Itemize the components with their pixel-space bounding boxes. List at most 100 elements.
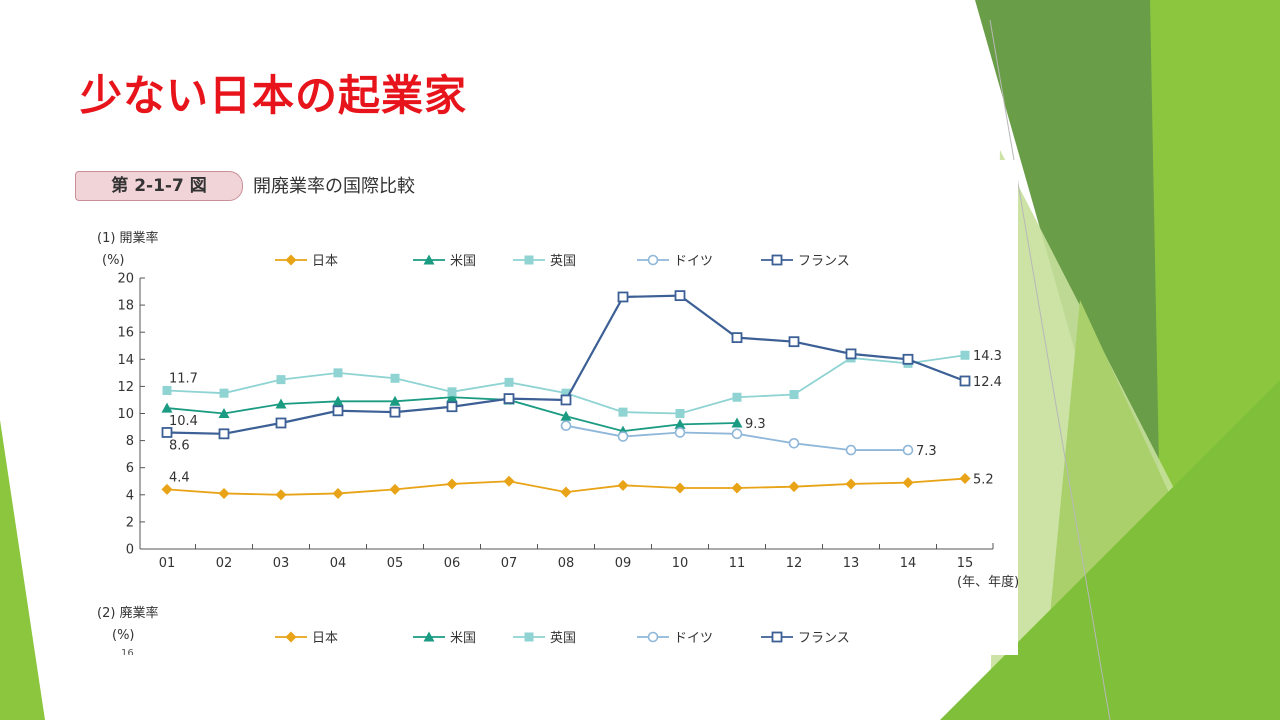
legend-marker-france [771, 254, 783, 266]
data-point-uk [504, 377, 514, 387]
data-point-usa [674, 418, 686, 429]
data-point-usa [389, 395, 401, 406]
data-label-japan: 5.2 [973, 473, 994, 488]
data-point-france [788, 336, 800, 348]
chart2-y-unit: (%) [112, 628, 135, 643]
data-point-germany [617, 431, 629, 442]
data-label-usa: 9.3 [745, 417, 766, 432]
legend-label-france: フランス [798, 631, 850, 646]
data-point-uk [219, 388, 229, 398]
figure-panel: 第 2-1-7 図 開廃業率の国際比較 (1) 開業率 (%) 0 2 4 6 8 10 1… [75, 160, 1018, 655]
data-point-japan [674, 482, 686, 494]
figure-title: 開廃業率の国際比較 [253, 176, 415, 197]
y-tick-label: 8 [126, 434, 134, 449]
figure-number-badge: 第 2-1-7 図 [75, 171, 243, 201]
data-point-japan [902, 477, 914, 489]
y-tick-label: 14 [117, 353, 134, 368]
data-point-france [959, 375, 971, 387]
legend-marker-usa [423, 254, 435, 265]
legend-label-japan: 日本 [312, 254, 338, 269]
data-point-uk [390, 373, 400, 383]
data-point-france [902, 353, 914, 365]
data-point-uk [447, 387, 457, 397]
legend-label-usa: 米国 [450, 631, 476, 646]
x-tick-label: 13 [843, 556, 860, 571]
data-point-germany [731, 428, 743, 440]
y-tick-label: 2 [126, 515, 134, 530]
data-point-japan [446, 478, 458, 490]
deco-triangle-left [0, 420, 45, 720]
y-tick-label: 16 [117, 326, 134, 341]
y-tick-label: 12 [117, 380, 134, 395]
data-point-germany [560, 420, 572, 431]
data-point-japan [503, 475, 515, 487]
data-point-usa [275, 398, 287, 409]
x-tick-label: 10 [672, 556, 689, 571]
data-point-japan [218, 487, 230, 499]
data-label-france: 12.4 [973, 375, 1002, 390]
deco-triangle-bottom [940, 380, 1280, 720]
data-point-japan [275, 489, 287, 501]
data-point-uk [732, 392, 742, 402]
legend-marker-germany [647, 631, 659, 643]
data-point-japan [617, 479, 629, 491]
legend-label-usa: 米国 [450, 254, 476, 269]
legend-label-germany: ドイツ [674, 631, 713, 646]
data-point-usa [731, 417, 743, 428]
data-label-usa: 10.4 [169, 414, 198, 429]
x-axis-unit: (年、年度) [957, 574, 1018, 590]
data-point-france [503, 393, 515, 404]
chart1-y-unit: (%) [102, 253, 125, 268]
data-point-germany [845, 444, 857, 456]
x-tick-label: 09 [615, 556, 632, 571]
data-point-usa [446, 391, 458, 402]
y-tick-label: 6 [126, 461, 134, 476]
legend-label-uk: 英国 [550, 254, 576, 269]
data-point-japan [332, 487, 344, 499]
data-point-japan [389, 483, 401, 495]
x-tick-label: 02 [216, 556, 233, 571]
data-point-france [560, 394, 572, 406]
data-point-uk [789, 390, 799, 400]
legend-marker-uk [524, 632, 534, 642]
legend-label-uk: 英国 [550, 631, 576, 646]
slide-title: 少ない日本の起業家 [80, 71, 468, 120]
legend-label-france: フランス [798, 254, 850, 269]
data-point-france [389, 406, 401, 418]
data-point-france [731, 332, 743, 344]
data-point-germany [902, 444, 914, 456]
data-point-uk [162, 385, 172, 395]
data-label-france: 8.6 [169, 438, 190, 453]
data-point-uk [675, 409, 685, 418]
chart2-section-label: (2) 廃業率 [97, 606, 159, 621]
data-point-uk [276, 375, 286, 385]
data-point-uk [618, 407, 628, 417]
data-point-japan [560, 486, 572, 498]
x-tick-label: 12 [786, 556, 803, 571]
legend-marker-france [771, 631, 783, 643]
data-point-france [446, 401, 458, 413]
legend-label-germany: ドイツ [674, 254, 713, 269]
data-point-germany [788, 438, 800, 449]
data-point-usa [332, 395, 344, 406]
deco-line [989, 19, 1111, 720]
y-tick-label: 18 [117, 299, 134, 314]
x-tick-label: 01 [159, 556, 176, 571]
chart1-section-label: (1) 開業率 [97, 231, 159, 246]
data-point-japan [845, 478, 857, 490]
y-tick-label: 20 [117, 272, 134, 287]
legend-marker-japan [285, 254, 297, 266]
x-tick-label: 11 [729, 556, 746, 571]
data-point-france [161, 427, 173, 438]
y-tick-label: 0 [126, 543, 134, 558]
data-point-france [617, 291, 629, 303]
x-tick-label: 05 [387, 556, 404, 571]
legend-marker-japan [285, 631, 297, 643]
data-point-france [674, 290, 686, 302]
x-tick-label: 04 [330, 556, 347, 571]
legend-marker-usa [423, 631, 435, 642]
x-tick-label: 14 [900, 556, 917, 571]
x-tick-label: 07 [501, 556, 518, 571]
y-tick-label: 10 [117, 407, 134, 422]
